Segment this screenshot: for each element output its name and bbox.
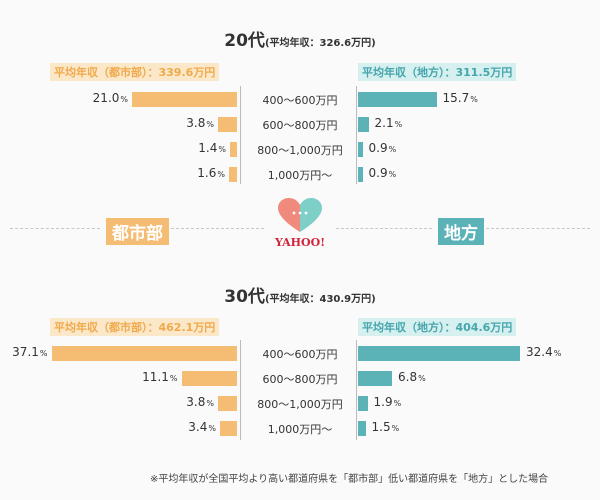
urban-bar-20s-0 [132,92,237,107]
yahoo-logo: YAHOO! [270,196,330,260]
urban-value-label-30s-3: 3.4% [188,420,216,434]
heart-icon [278,198,322,232]
category-label-30s-1: 600〜800万円 [262,373,338,386]
urban-value-label-20s-3: 1.6% [197,166,225,180]
category-label-30s-0: 400〜600万円 [262,348,338,361]
urban-bar-20s-1 [218,117,237,132]
section-title-20s-sub: (平均年収：326.6万円) [264,38,376,49]
category-label-30s-3: 1,000万円〜 [267,423,333,436]
rural-value-label-30s-0: 32.4% [526,345,562,359]
category-label-20s-2: 800〜1,000万円 [257,144,343,157]
center-line-right-30s [356,340,357,440]
separator-left-b [166,228,264,229]
rural-value-label-30s-1: 6.8% [398,370,426,384]
section-title-30s-sub: (平均年収：430.9万円) [264,294,376,305]
urban-value-label-30s-0: 37.1% [12,345,48,359]
center-line-left-20s [240,86,241,184]
rural-value-label-20s-2: 0.9% [368,141,397,155]
section-title-20s: 20代(平均年収：326.6万円) [0,26,600,51]
urban-bar-20s-2 [230,142,237,157]
category-label-20s-1: 600〜800万円 [262,119,338,132]
rural-bar-20s-2 [358,142,363,157]
separator-left-a [10,228,100,229]
category-label-20s-0: 400〜600万円 [262,94,338,107]
rural-value-label-30s-3: 1.5% [371,420,400,434]
urban-side-label: 都市部 [106,218,169,245]
urban-bar-20s-3 [229,167,237,182]
rural-bar-30s-0 [358,346,520,361]
rural-bar-30s-1 [358,371,392,386]
urban-header-30s: 平均年収（都市部）：462.1万円 [50,318,220,336]
rural-bar-30s-3 [358,421,366,436]
urban-value-label-20s-0: 21.0% [92,91,128,105]
urban-bar-30s-0 [51,346,237,361]
section-title-20s-main: 20代 [224,31,265,51]
urban-value-label-20s-1: 3.8% [186,116,214,130]
footnote: ※平均年収が全国平均より高い都道府県を「都市部」低い都道府県を「地方」とした場合 [150,474,549,485]
urban-value-label-30s-2: 3.8% [186,395,214,409]
section-title-30s: 30代(平均年収：430.9万円) [0,282,600,307]
urban-value-label-20s-2: 1.4% [198,141,226,155]
section-title-30s-main: 30代 [224,287,265,307]
category-label-30s-2: 800〜1,000万円 [257,398,343,411]
rural-bar-20s-3 [358,167,363,182]
rural-header-30s: 平均年収（地方）：404.6万円 [358,318,517,336]
separator-right-a [336,228,432,229]
urban-bar-30s-3 [220,421,237,436]
rural-value-label-20s-3: 0.9% [368,166,397,180]
rural-value-label-20s-1: 2.1% [374,116,403,130]
rural-bar-30s-2 [358,396,368,411]
rural-value-label-30s-2: 1.9% [373,395,402,409]
rural-side-label: 地方 [438,218,484,245]
urban-bar-30s-1 [181,371,237,386]
separator-right-b [486,228,590,229]
rural-value-label-20s-0: 15.7% [442,91,478,105]
urban-bar-30s-2 [218,396,237,411]
rural-bar-20s-1 [358,117,369,132]
rural-header-20s: 平均年収（地方）：311.5万円 [358,63,517,81]
center-line-right-20s [356,86,357,184]
rural-bar-20s-0 [358,92,437,107]
urban-header-20s: 平均年収（都市部）：339.6万円 [50,63,220,81]
center-line-left-30s [240,340,241,440]
urban-value-label-30s-1: 11.1% [142,370,178,384]
yahoo-logo-text: YAHOO! [274,236,326,249]
category-label-20s-3: 1,000万円〜 [267,169,333,182]
